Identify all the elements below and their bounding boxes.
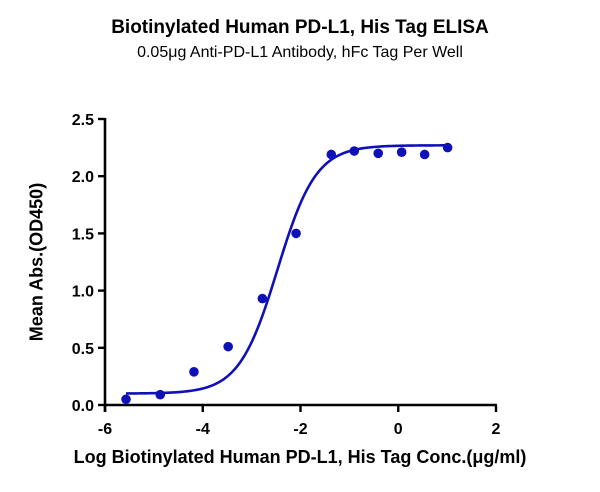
y-tick-label: 1.5 — [72, 226, 94, 243]
x-axis-label: Log Biotinylated Human PD-L1, His Tag Co… — [73, 447, 527, 467]
data-point — [326, 149, 337, 160]
axes: 0.0 0.5 1.0 1.5 2.0 2.5 -6 -4 -2 0 2 — [72, 112, 501, 438]
chart-title: Biotinylated Human PD-L1, His Tag ELISA — [111, 17, 489, 38]
data-point — [442, 142, 453, 153]
data-point — [373, 148, 384, 159]
data-point — [396, 147, 407, 157]
data-point — [349, 146, 360, 156]
y-tick-label: 0.0 — [72, 398, 94, 415]
data-point — [189, 367, 199, 377]
data-point — [419, 149, 430, 160]
data-point — [257, 293, 268, 304]
y-tick-label: 2.0 — [72, 169, 94, 186]
data-points — [121, 142, 453, 405]
x-tick-label: 0 — [394, 421, 403, 438]
y-tick-label: 0.5 — [72, 341, 94, 358]
y-tick-label: 1.0 — [72, 284, 94, 301]
chart-subtitle: 0.05μg Anti-PD-L1 Antibody, hFc Tag Per … — [137, 44, 463, 61]
data-point — [155, 389, 166, 400]
x-tick-label: -6 — [98, 421, 112, 438]
data-point — [291, 228, 301, 239]
x-tick-label: -4 — [196, 421, 210, 438]
data-point — [223, 341, 233, 352]
x-tick-label: 2 — [492, 421, 501, 438]
data-point — [121, 394, 131, 405]
y-tick-label: 2.5 — [72, 112, 94, 129]
x-tick-label: -2 — [293, 421, 307, 438]
fit-curve — [126, 144, 448, 395]
